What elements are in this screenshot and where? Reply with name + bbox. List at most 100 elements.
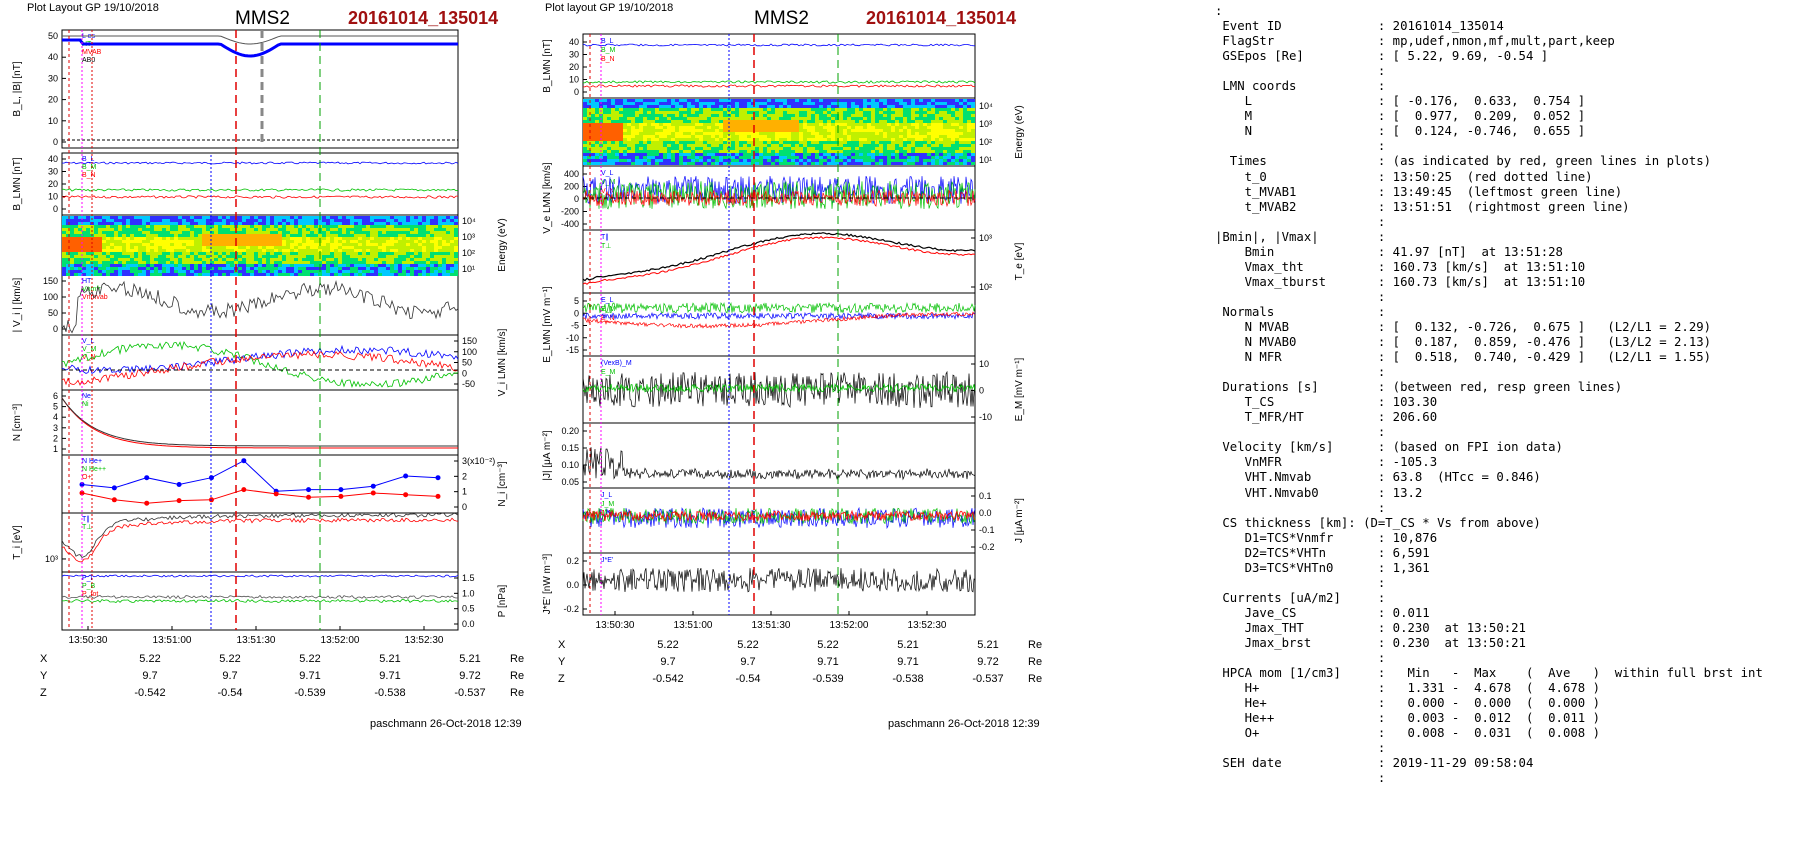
spectrogram-cell	[446, 267, 450, 270]
legend-label: B_N	[601, 56, 615, 63]
spectrogram-cell	[118, 222, 122, 225]
spectrogram-cell	[326, 252, 330, 255]
spectrogram-cell	[434, 240, 438, 243]
spectrogram-cell	[703, 144, 707, 147]
spectrogram-cell	[110, 237, 114, 240]
spectrogram-cell	[298, 243, 302, 246]
spectrogram-cell	[767, 156, 771, 159]
orbit-row: Y 9.7 9.7 9.71 9.71 9.72 Re	[40, 667, 530, 684]
spectrogram-cell	[779, 123, 783, 126]
spectrogram-cell	[122, 270, 126, 273]
spectrogram-cell	[414, 264, 418, 267]
spectrogram-cell	[911, 144, 915, 147]
spectrogram-cell	[322, 228, 326, 231]
spectrogram-cell	[727, 159, 731, 162]
spectrogram-cell	[815, 126, 819, 129]
spectrogram-cell	[302, 252, 306, 255]
spectrogram-cell	[679, 111, 683, 114]
legend-label: E_M	[601, 306, 616, 313]
spectrogram-cell	[787, 117, 791, 120]
spectrogram-cell	[258, 222, 262, 225]
spectrogram-cell	[703, 141, 707, 144]
spectrogram-cell	[819, 150, 823, 153]
spectrogram-cell	[687, 147, 691, 150]
spectrogram-cell	[943, 135, 947, 138]
spectrogram-cell	[899, 117, 903, 120]
spectrogram-cell	[386, 234, 390, 237]
spectrogram-cell	[366, 222, 370, 225]
spectrogram-cell	[78, 234, 82, 237]
spectrogram-cell	[771, 108, 775, 111]
spectrogram-cell	[446, 258, 450, 261]
spectrogram-cell	[671, 132, 675, 135]
spectrogram-cell	[218, 243, 222, 246]
spectrogram-cell	[767, 141, 771, 144]
spectrogram-cell	[398, 219, 402, 222]
spectrogram-cell	[266, 249, 270, 252]
spectrogram-cell	[206, 252, 210, 255]
spectrogram-cell	[202, 255, 206, 258]
spectrogram-cell	[863, 162, 867, 165]
spectrogram-cell	[919, 150, 923, 153]
spectrogram-cell	[759, 144, 763, 147]
spectrogram-cell	[198, 228, 202, 231]
spectrogram-cell	[442, 234, 446, 237]
spectrogram-cell	[875, 156, 879, 159]
spectrogram-cell	[226, 261, 230, 264]
spectrogram-cell	[875, 141, 879, 144]
spectrogram-cell	[723, 159, 727, 162]
spectrogram-cell	[334, 264, 338, 267]
spectrogram-cell	[82, 216, 86, 219]
spectrogram-cell	[70, 243, 74, 246]
spectrogram-cell	[294, 240, 298, 243]
spectrogram-cell	[386, 258, 390, 261]
spectrogram-cell	[771, 117, 775, 120]
spectrogram-cell	[186, 234, 190, 237]
spectrogram-cell	[138, 231, 142, 234]
y-tick-label: -5	[571, 321, 579, 331]
spectrogram-cell	[122, 222, 126, 225]
spectrogram-cell	[278, 243, 282, 246]
spectrogram-cell	[783, 102, 787, 105]
spectrogram-cell	[106, 264, 110, 267]
spectrogram-cell	[723, 138, 727, 141]
spectrogram-cell	[346, 258, 350, 261]
spectrogram-cell	[342, 234, 346, 237]
spectrogram-cell	[334, 249, 338, 252]
spectrogram-cell	[446, 246, 450, 249]
spectrogram-cell	[747, 99, 751, 102]
spectrogram-cell	[947, 120, 951, 123]
spectrogram-cell	[711, 141, 715, 144]
spectrogram-cell	[98, 219, 102, 222]
spectrogram-cell	[931, 147, 935, 150]
spectrogram-cell	[583, 162, 587, 165]
spectrogram-cell	[274, 216, 278, 219]
spectrogram-cell	[238, 231, 242, 234]
spectrogram-cell	[663, 126, 667, 129]
spectrogram-cell	[971, 117, 975, 120]
spectrogram-cell	[122, 246, 126, 249]
spectrogram-cell	[194, 246, 198, 249]
spectrogram-cell	[342, 255, 346, 258]
spectrogram-cell	[310, 237, 314, 240]
spectrogram-cell	[246, 243, 250, 246]
spectrogram-cell	[278, 231, 282, 234]
spectrogram-cell	[358, 222, 362, 225]
spectrogram-cell	[250, 258, 254, 261]
spectrogram-cell	[919, 162, 923, 165]
spectrogram-cell	[246, 219, 250, 222]
spectrogram-cell	[138, 240, 142, 243]
spectrogram-cell	[759, 126, 763, 129]
legend-label: T⊥	[601, 243, 611, 250]
spectrogram-cell	[795, 144, 799, 147]
spectrogram-cell	[819, 108, 823, 111]
spectrogram-cell	[787, 159, 791, 162]
spectrogram-cell	[767, 132, 771, 135]
spectrogram-cell	[695, 114, 699, 117]
spectrogram-cell	[178, 231, 182, 234]
spectrogram-cell	[583, 99, 587, 102]
spectrogram-cell	[603, 108, 607, 111]
y-tick-label: 10⁴	[979, 101, 993, 111]
spectrogram-cell	[406, 216, 410, 219]
spectrogram-cell	[915, 138, 919, 141]
